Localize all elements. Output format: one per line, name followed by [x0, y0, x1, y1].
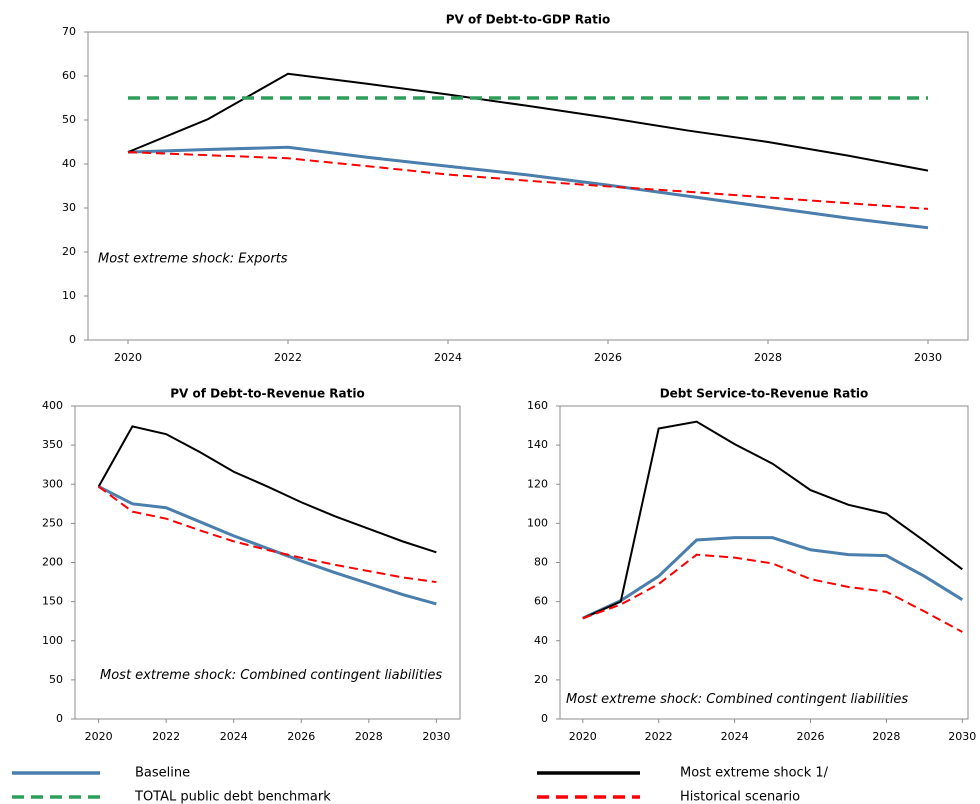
legend-label: Baseline	[135, 766, 190, 781]
series-line	[98, 485, 437, 584]
y-tick-label: 160	[527, 399, 548, 412]
y-tick-label: 0	[541, 712, 548, 725]
x-tick-label: 2028	[754, 351, 782, 364]
y-tick-label: 350	[42, 438, 63, 451]
x-tick-label: 2022	[152, 730, 180, 743]
x-tick-label: 2022	[274, 351, 302, 364]
x-tick-label: 2024	[721, 730, 749, 743]
x-tick-label: 2026	[287, 730, 315, 743]
x-tick-label: 2024	[434, 351, 462, 364]
y-tick-label: 20	[62, 245, 76, 258]
legend-label: Most extreme shock 1/	[680, 766, 829, 781]
annotation: Most extreme shock: Exports	[98, 252, 288, 267]
y-tick-label: 70	[62, 25, 76, 38]
annotation: Most extreme shock: Combined contingent …	[100, 668, 443, 683]
x-tick-label: 2024	[220, 730, 248, 743]
series-line	[127, 72, 929, 172]
x-tick-label: 2020	[569, 730, 597, 743]
plot-frame	[87, 31, 969, 341]
y-tick-label: 100	[42, 634, 63, 647]
y-tick-label: 10	[62, 289, 76, 302]
x-tick-label: 2020	[114, 351, 142, 364]
chart-title: PV of Debt-to-GDP Ratio	[446, 13, 610, 27]
x-tick-label: 2026	[796, 730, 824, 743]
annotation: Most extreme shock: Combined contingent …	[566, 692, 909, 707]
y-tick-label: 30	[62, 201, 76, 214]
y-tick-label: 60	[62, 69, 76, 82]
y-tick-label: 50	[62, 113, 76, 126]
y-tick-label: 250	[42, 516, 63, 529]
annotation-box: Most extreme shock: Combined contingent …	[100, 668, 443, 683]
y-tick-label: 0	[69, 333, 76, 346]
y-tick-label: 40	[534, 634, 548, 647]
y-tick-label: 120	[527, 477, 548, 490]
x-tick-label: 2020	[85, 730, 113, 743]
x-tick-label: 2028	[872, 730, 900, 743]
y-tick-label: 300	[42, 477, 63, 490]
x-tick-label: 2030	[948, 730, 976, 743]
y-tick-label: 140	[527, 438, 548, 451]
y-tick-label: 150	[42, 595, 63, 608]
legend-label: TOTAL public debt benchmark	[134, 790, 331, 804]
y-tick-label: 20	[534, 673, 548, 686]
series-line	[97, 485, 437, 606]
y-tick-label: 40	[62, 157, 76, 170]
legend-label: Historical scenario	[680, 790, 800, 804]
chart-title: PV of Debt-to-Revenue Ratio	[170, 387, 364, 401]
annotation-box: Most extreme shock: Combined contingent …	[566, 692, 909, 707]
series-line	[127, 151, 929, 210]
x-tick-label: 2030	[422, 730, 450, 743]
y-tick-label: 80	[534, 556, 548, 569]
series-line	[582, 420, 963, 620]
x-tick-label: 2030	[914, 351, 942, 364]
y-tick-label: 0	[56, 712, 63, 725]
x-tick-label: 2026	[594, 351, 622, 364]
y-tick-label: 200	[42, 556, 63, 569]
y-tick-label: 50	[49, 673, 63, 686]
series-line	[582, 553, 963, 633]
series-line	[582, 536, 964, 620]
chart-title: Debt Service-to-Revenue Ratio	[660, 387, 869, 401]
series-line	[127, 145, 929, 230]
y-tick-label: 400	[42, 399, 63, 412]
x-tick-label: 2022	[645, 730, 673, 743]
x-tick-label: 2028	[355, 730, 383, 743]
y-tick-label: 100	[527, 516, 548, 529]
series-line	[97, 425, 437, 554]
y-tick-label: 60	[534, 595, 548, 608]
